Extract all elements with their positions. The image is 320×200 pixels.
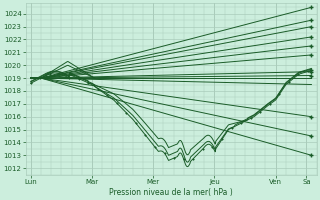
X-axis label: Pression niveau de la mer( hPa ): Pression niveau de la mer( hPa ): [109, 188, 233, 197]
